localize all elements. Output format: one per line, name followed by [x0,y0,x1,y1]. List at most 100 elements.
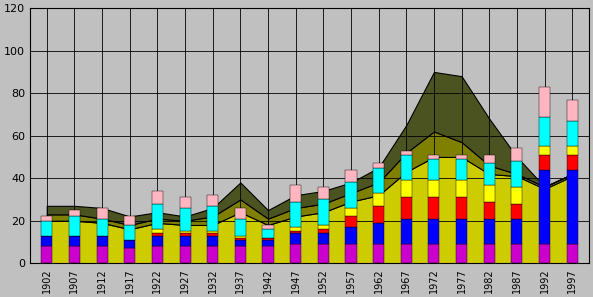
Bar [318,225,329,229]
Bar [428,219,439,244]
Bar [511,219,522,244]
Bar [484,244,495,263]
Bar [428,180,439,197]
Bar [567,121,578,146]
Bar [511,161,522,187]
Bar [456,159,467,180]
Bar [124,225,135,240]
Bar [511,244,522,263]
Bar [428,244,439,263]
Bar [290,244,301,263]
Bar [207,195,218,206]
Bar [263,238,273,240]
Bar [290,227,301,231]
Bar [180,236,190,246]
Bar [97,208,107,219]
Bar [42,217,52,221]
Bar [97,236,107,246]
Bar [567,155,578,170]
Bar [456,244,467,263]
Bar [511,148,522,161]
Bar [456,155,467,159]
Bar [235,238,246,240]
Bar [484,219,495,244]
Bar [207,233,218,236]
Bar [263,225,273,229]
Bar [180,208,190,231]
Bar [207,231,218,233]
Bar [373,223,384,244]
Bar [484,163,495,184]
Bar [180,197,190,208]
Bar [567,146,578,155]
Bar [428,159,439,180]
Bar [484,184,495,202]
Bar [346,170,356,182]
Bar [42,246,52,263]
Bar [318,229,329,233]
Bar [318,233,329,244]
Bar [346,217,356,227]
Bar [346,227,356,244]
Bar [373,193,384,206]
Bar [318,187,329,200]
Bar [318,200,329,225]
Bar [567,244,578,263]
Bar [263,229,273,238]
Bar [401,151,412,155]
Bar [346,208,356,217]
Bar [373,163,384,168]
Bar [207,236,218,246]
Bar [401,155,412,180]
Bar [152,191,163,204]
Bar [346,182,356,208]
Bar [97,246,107,263]
Bar [428,197,439,219]
Bar [401,219,412,244]
Bar [152,236,163,246]
Bar [263,246,273,263]
Bar [539,87,550,116]
Bar [235,246,246,263]
Bar [456,219,467,244]
Bar [373,244,384,263]
Bar [539,146,550,155]
Bar [235,236,246,238]
Bar [124,240,135,248]
Bar [180,233,190,236]
Bar [511,187,522,204]
Bar [456,197,467,219]
Bar [539,155,550,170]
Bar [318,244,329,263]
Bar [152,233,163,236]
Bar [124,248,135,263]
Bar [567,99,578,121]
Bar [456,180,467,197]
Bar [539,116,550,146]
Bar [290,202,301,227]
Bar [484,155,495,163]
Bar [428,155,439,159]
Bar [97,219,107,236]
Bar [42,236,52,246]
Bar [152,204,163,229]
Bar [484,202,495,219]
Bar [263,240,273,246]
Bar [180,231,190,233]
Bar [235,208,246,219]
Bar [539,170,550,244]
Bar [124,217,135,225]
Bar [152,229,163,233]
Bar [346,244,356,263]
Bar [290,184,301,202]
Bar [373,206,384,223]
Bar [539,244,550,263]
Bar [290,233,301,244]
Bar [42,221,52,236]
Bar [401,244,412,263]
Bar [235,219,246,236]
Bar [180,246,190,263]
Bar [373,168,384,193]
Bar [235,240,246,246]
Bar [290,231,301,233]
